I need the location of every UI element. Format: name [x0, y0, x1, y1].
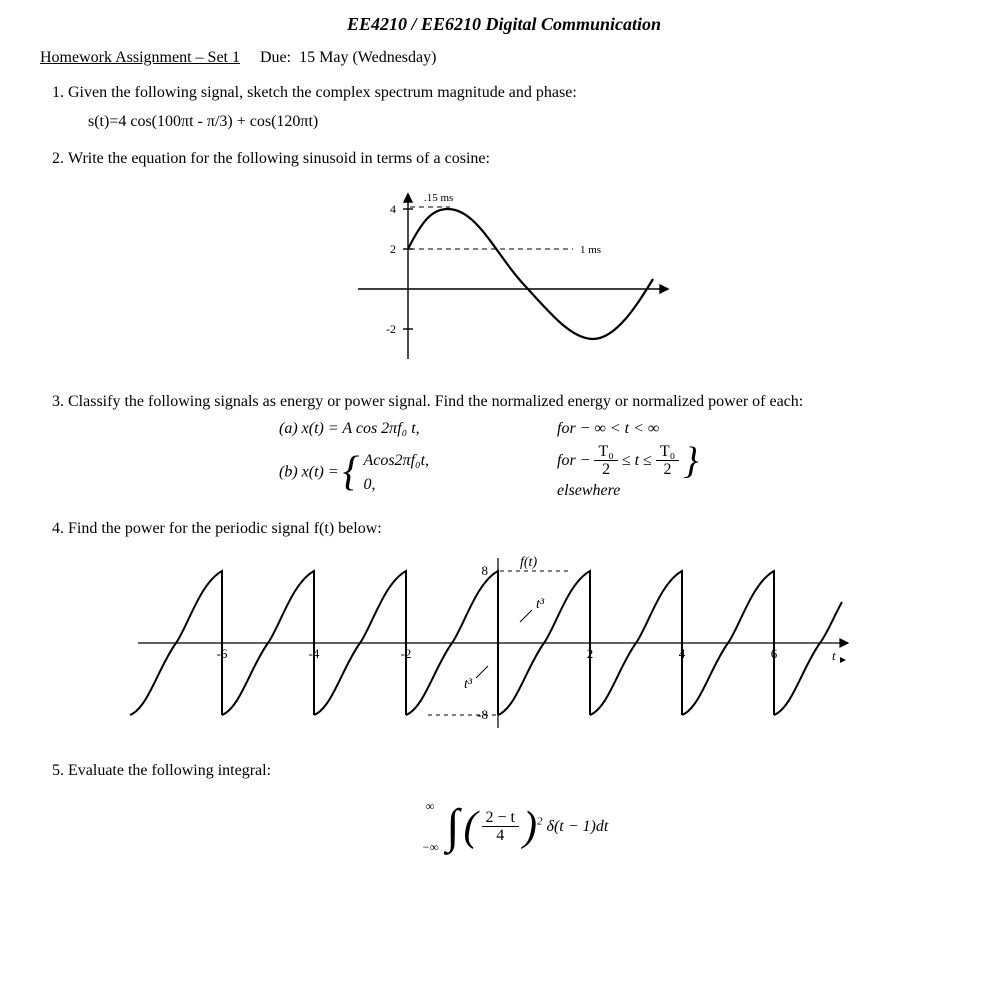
p2-figure: 4 2 -2 .15 ms 1 ms	[68, 179, 968, 376]
p3b-prefix: (b) x(t) =	[279, 464, 343, 481]
p3b-row: (b) x(t) = { Acos2πf₀t, 0, for − T₀ 2 ≤	[68, 444, 968, 503]
problem-1: Given the following signal, sketch the c…	[68, 81, 968, 133]
p5-frac: 2 − t 4	[482, 810, 519, 845]
p3a-right: for − ∞ < t < ∞	[557, 417, 757, 440]
p5-rest: δ(t − 1)dt	[547, 818, 609, 835]
ytick-4: 4	[390, 202, 396, 216]
ytick-neg2: -2	[386, 322, 396, 336]
ytick-8: 8	[482, 563, 489, 578]
p5-power: 2	[537, 816, 543, 828]
ytick-2: 2	[390, 242, 396, 256]
t-arrow-icon	[840, 657, 846, 663]
frac-T0-2-right: T₀ 2	[656, 444, 679, 479]
rparen-icon: )	[523, 804, 537, 850]
lparen-icon: (	[464, 804, 478, 850]
label-15ms: .15 ms	[424, 192, 453, 204]
p3a-left: (a) x(t) = A cos 2πf₀ t,	[279, 417, 529, 440]
assignment-label: Homework Assignment – Set 1	[40, 49, 240, 66]
problem-list: Given the following signal, sketch the c…	[40, 81, 968, 855]
p3b-pieces: Acos2πf₀t, 0,	[363, 449, 429, 497]
due-label: Due:	[260, 49, 291, 66]
problem-3: Classify the following signals as energy…	[68, 390, 968, 503]
p5-integral: ∞ −∞ ∫ ( 2 − t 4 )2 δ(t − 1)dt	[68, 800, 968, 854]
p4-text: Find the power for the periodic signal f…	[68, 520, 382, 537]
p1-text: Given the following signal, sketch the c…	[68, 84, 577, 101]
p3b-cond-mid: ≤ t ≤	[622, 452, 656, 469]
integral-icon: ∫	[446, 803, 459, 851]
assignment-line: Homework Assignment – Set 1 Due: 15 May …	[40, 49, 968, 67]
p3b-piece2: 0,	[363, 473, 429, 497]
t-axis-label: t	[832, 648, 836, 663]
frac-num2: T₀	[656, 444, 679, 461]
due-date: 15 May (Wednesday)	[299, 49, 436, 66]
frac-num: T₀	[594, 444, 617, 461]
t3-upper: t³	[536, 597, 545, 612]
p3b-right: for − T₀ 2 ≤ t ≤ T₀ 2 } elsewhere	[557, 444, 757, 503]
label-1ms: 1 ms	[580, 244, 601, 256]
p2-text: Write the equation for the following sin…	[68, 150, 490, 167]
p3b-cond1-prefix: for −	[557, 452, 590, 469]
p3-text: Classify the following signals as energy…	[68, 393, 803, 410]
int-upper: ∞	[422, 800, 439, 813]
ytick-neg8: -8	[477, 707, 488, 722]
p5-num: 2 − t	[482, 810, 519, 827]
p5-den: 4	[482, 827, 519, 845]
int-limits: ∞ −∞	[422, 800, 439, 854]
sine-curve	[408, 209, 653, 339]
p4-figure: 8 -8 f(t) t -6 -4 -2 2 4 6 t³ t³	[28, 548, 968, 745]
periodic-plot: 8 -8 f(t) t -6 -4 -2 2 4 6 t³ t³	[128, 548, 868, 738]
frac-den: 2	[594, 461, 617, 479]
p3b-left: (b) x(t) = { Acos2πf₀t, 0,	[279, 449, 529, 497]
p3b-piece1: Acos2πf₀t,	[363, 449, 429, 473]
int-lower: −∞	[422, 841, 439, 854]
course-title: EE4210 / EE6210 Digital Communication	[40, 14, 968, 35]
left-brace-icon: {	[343, 450, 360, 496]
problem-5: Evaluate the following integral: ∞ −∞ ∫ …	[68, 759, 968, 855]
p5-text: Evaluate the following integral:	[68, 762, 271, 779]
problem-2: Write the equation for the following sin…	[68, 147, 968, 375]
problem-4: Find the power for the periodic signal f…	[68, 517, 968, 745]
right-brace-icon: }	[683, 440, 698, 482]
sine-plot: 4 2 -2 .15 ms 1 ms	[338, 179, 698, 369]
p3b-cond2: elsewhere	[557, 479, 698, 503]
t3-lower: t³	[464, 677, 473, 692]
f-of-t-label: f(t)	[520, 555, 537, 570]
p1-equation: s(t)=4 cos(100πt - π/3) + cos(120πt)	[88, 110, 968, 133]
frac-T0-2-left: T₀ 2	[594, 444, 617, 479]
p3a-row: (a) x(t) = A cos 2πf₀ t, for − ∞ < t < ∞	[68, 417, 968, 440]
frac-den2: 2	[656, 461, 679, 479]
p3b-cond1: for − T₀ 2 ≤ t ≤ T₀ 2 }	[557, 444, 698, 479]
